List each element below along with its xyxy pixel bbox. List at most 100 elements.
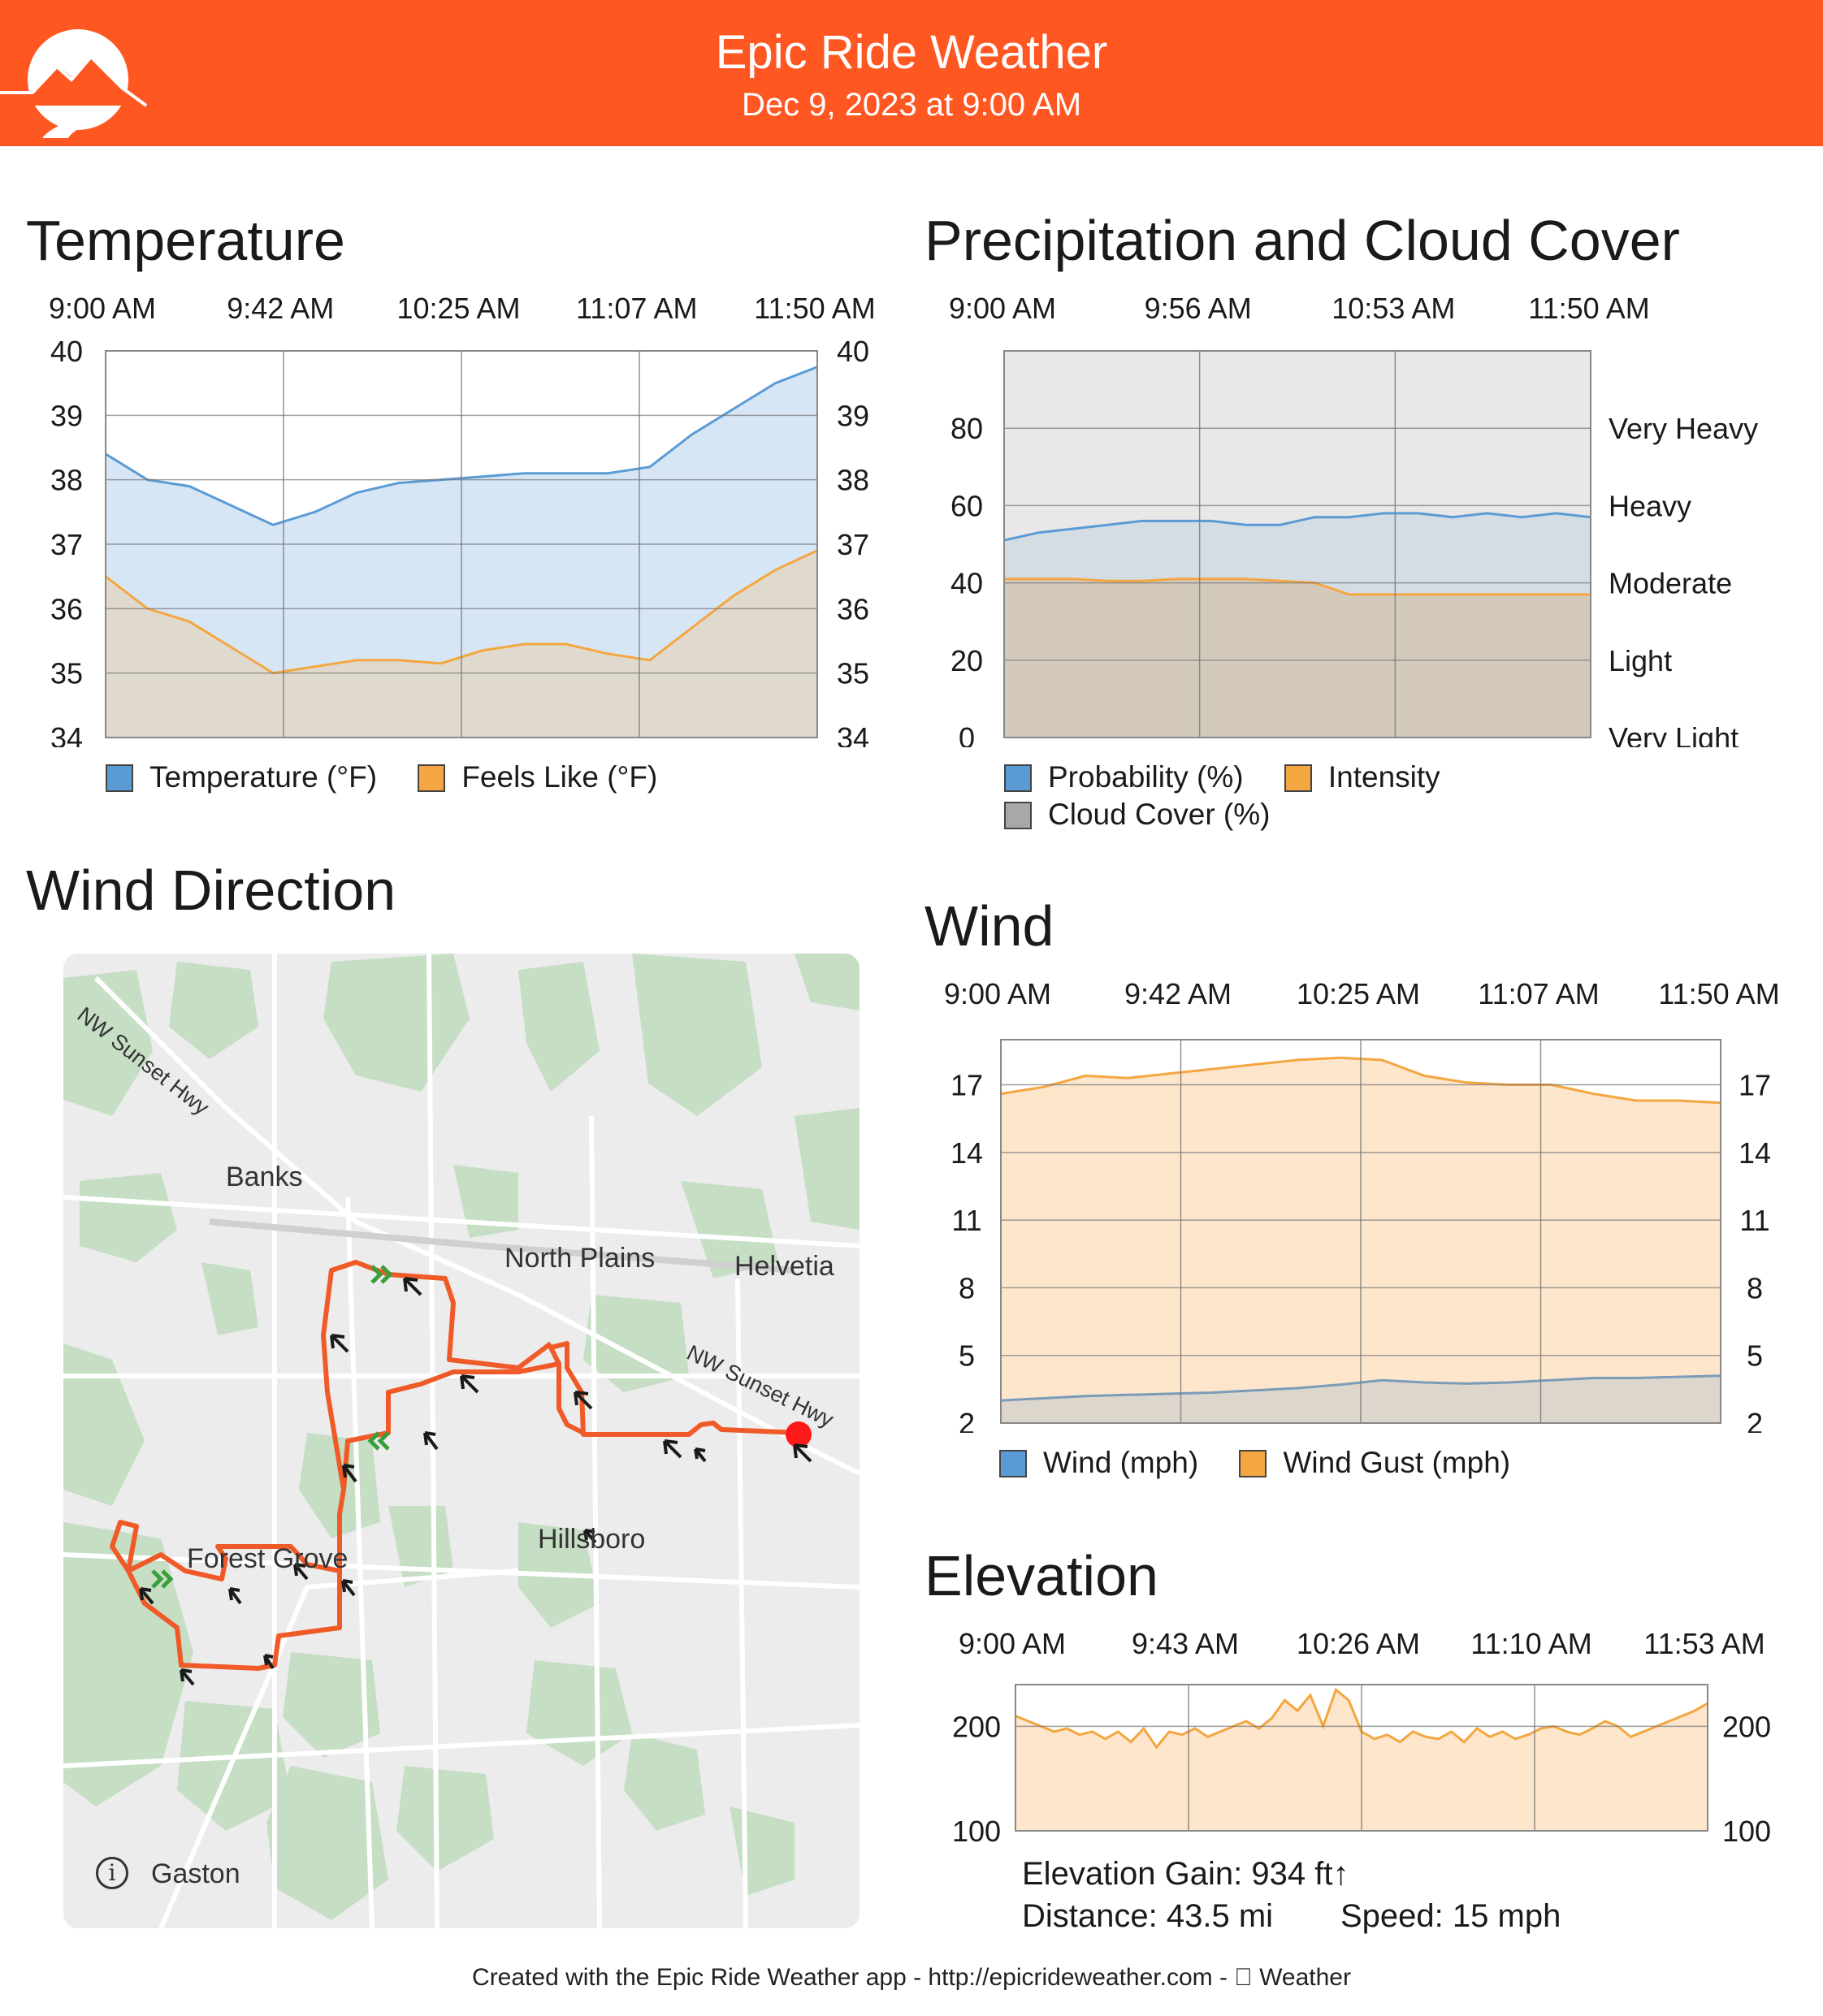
- y-tick-label: 35: [50, 657, 83, 690]
- time-label: 11:10 AM: [1470, 1628, 1591, 1660]
- time-label: 9:00 AM: [944, 978, 1051, 1010]
- y-tick-label-right: 11: [1739, 1204, 1769, 1237]
- mountain-road-logo: [0, 29, 148, 138]
- time-label: 10:26 AM: [1297, 1628, 1420, 1660]
- y-tick-label-right: 100: [1722, 1815, 1771, 1847]
- legend-probability: Probability (%): [1004, 759, 1244, 796]
- y-tick-label-right: 38: [837, 464, 869, 497]
- time-label: 9:56 AM: [1145, 292, 1252, 325]
- intensity-label: Light: [1609, 644, 1672, 677]
- wind-legend: Wind (mph) Wind Gust (mph): [999, 1444, 1543, 1482]
- distance: Distance: 43.5 mi: [1022, 1898, 1274, 1934]
- y-tick-label: 14: [950, 1136, 983, 1170]
- time-label: 10:25 AM: [396, 292, 520, 325]
- y-tick-label: 80: [950, 412, 983, 445]
- map-rail: [209, 1218, 795, 1274]
- series-line-2: [1004, 578, 1591, 596]
- info-icon[interactable]: i: [96, 1857, 128, 1889]
- y-tick-label: 0: [959, 721, 975, 747]
- elevation-title: Elevation: [924, 1544, 1158, 1607]
- y-tick-label-right: 36: [837, 592, 869, 625]
- place-label-hillsboro: Hillsboro: [538, 1524, 646, 1555]
- time-label: 10:53 AM: [1332, 292, 1455, 325]
- precipitation-legend: Probability (%) Intensity Cloud Cover (%…: [1004, 759, 1473, 833]
- place-label-banks: Banks: [226, 1162, 303, 1192]
- legend-temperature: Temperature (°F): [106, 759, 377, 796]
- app-title: Epic Ride Weather: [715, 26, 1108, 79]
- intensity-label: Very Light: [1609, 721, 1739, 747]
- time-label: 11:50 AM: [754, 292, 875, 325]
- wind-direction-map[interactable]: NW Sunset Hwy Banks North Plains Helveti…: [63, 954, 860, 1928]
- precipitation-chart: 0 20 40 60 80 9:00 AM 9:56 AM 10:53 AM 11:50 AM V…: [949, 292, 1758, 747]
- speed: Speed: 15 mph: [1340, 1898, 1561, 1934]
- y-tick-label: 39: [50, 399, 83, 432]
- time-label: 10:25 AM: [1297, 978, 1420, 1010]
- y-tick-label: 40: [50, 335, 83, 368]
- elevation-chart: 100 100 200 200 9:00 AM 9:43 AM 10:26 AM 11:10 …: [952, 1628, 1771, 1847]
- y-tick-label-right: 35: [837, 657, 869, 690]
- y-tick-label: 17: [950, 1069, 983, 1102]
- y-tick-label: 200: [952, 1710, 1001, 1743]
- y-tick-label: 2: [959, 1407, 975, 1433]
- legend-intensity: Intensity: [1284, 759, 1440, 796]
- legend-cloud-cover: Cloud Cover (%): [1004, 796, 1270, 833]
- time-label: 9:43 AM: [1132, 1628, 1239, 1660]
- y-tick-label-right: 17: [1739, 1069, 1771, 1102]
- place-label-gaston: Gaston: [151, 1858, 240, 1889]
- time-label: 9:00 AM: [959, 1628, 1066, 1660]
- series-area-2: [1004, 578, 1591, 738]
- route-direction-icon: [151, 1265, 393, 1589]
- legend-wind: Wind (mph): [999, 1444, 1198, 1482]
- time-label: 9:42 AM: [1124, 978, 1232, 1010]
- legend-feels-like: Feels Like (°F): [418, 759, 657, 796]
- time-label: 11:50 AM: [1658, 978, 1779, 1010]
- y-tick-label: 60: [950, 489, 983, 522]
- y-tick-label: 20: [950, 644, 983, 677]
- intensity-label: Moderate: [1609, 567, 1732, 600]
- intensity-label: Very Heavy: [1609, 412, 1758, 445]
- time-label: 9:42 AM: [227, 292, 334, 325]
- y-tick-label-right: 40: [837, 335, 869, 368]
- y-tick-label-right: 34: [837, 721, 869, 747]
- app-header: Epic Ride Weather Dec 9, 2023 at 9:00 AM: [0, 0, 1823, 146]
- y-tick-label: 36: [50, 592, 83, 625]
- temperature-title: Temperature: [26, 209, 345, 272]
- elevation-gain: Elevation Gain: 934 ft↑: [1022, 1856, 1349, 1892]
- temperature-chart: 34 34 35 35 36 36 37 37 38 38 39 39 40 40 9:00 AM 9:42 …: [49, 292, 876, 747]
- temperature-legend: Temperature (°F) Feels Like (°F): [106, 759, 690, 796]
- place-label-north-plains: North Plains: [504, 1243, 656, 1274]
- start-marker: [786, 1421, 812, 1447]
- y-tick-label: 100: [952, 1815, 1001, 1847]
- wind-direction-title: Wind Direction: [26, 859, 396, 922]
- y-tick-label-right: 5: [1747, 1339, 1763, 1373]
- y-tick-label: 37: [50, 528, 83, 561]
- map-canvas: [63, 954, 860, 1928]
- y-tick-label: 38: [50, 464, 83, 497]
- wind-title: Wind: [924, 894, 1054, 958]
- place-label-helvetia: Helvetia: [734, 1251, 834, 1282]
- series-line-1: [1003, 512, 1591, 542]
- ride-datetime: Dec 9, 2023 at 9:00 AM: [741, 87, 1082, 123]
- y-tick-label: 8: [959, 1271, 975, 1304]
- time-label: 11:50 AM: [1528, 292, 1649, 325]
- y-tick-label-right: 8: [1747, 1271, 1763, 1304]
- time-label: 11:07 AM: [1478, 978, 1599, 1010]
- y-tick-label-right: 37: [837, 528, 869, 561]
- y-tick-label-right: 2: [1747, 1407, 1763, 1433]
- place-label-forest-grove: Forest Grove: [187, 1543, 349, 1574]
- wind-chart: 2 2 5 5 8 8 11 11 14 14 17 17 9:00 AM 9:42 AM 10:25 AM…: [944, 978, 1780, 1433]
- y-tick-label: 40: [950, 567, 983, 600]
- wind-arrow-icon: [139, 1277, 812, 1686]
- y-tick-label: 11: [951, 1204, 981, 1237]
- y-tick-label-right: 14: [1739, 1136, 1771, 1170]
- y-tick-label: 5: [959, 1339, 975, 1373]
- legend-wind-gust: Wind Gust (mph): [1239, 1444, 1510, 1482]
- time-label: 11:53 AM: [1643, 1628, 1765, 1660]
- y-tick-label-right: 39: [837, 399, 869, 432]
- footer-credit: Created with the Epic Ride Weather app -…: [472, 1964, 1351, 1991]
- y-tick-label-right: 200: [1722, 1710, 1771, 1743]
- time-label: 9:00 AM: [949, 292, 1056, 325]
- y-tick-label: 34: [50, 721, 83, 747]
- precipitation-title: Precipitation and Cloud Cover: [924, 209, 1680, 272]
- time-label: 9:00 AM: [49, 292, 156, 325]
